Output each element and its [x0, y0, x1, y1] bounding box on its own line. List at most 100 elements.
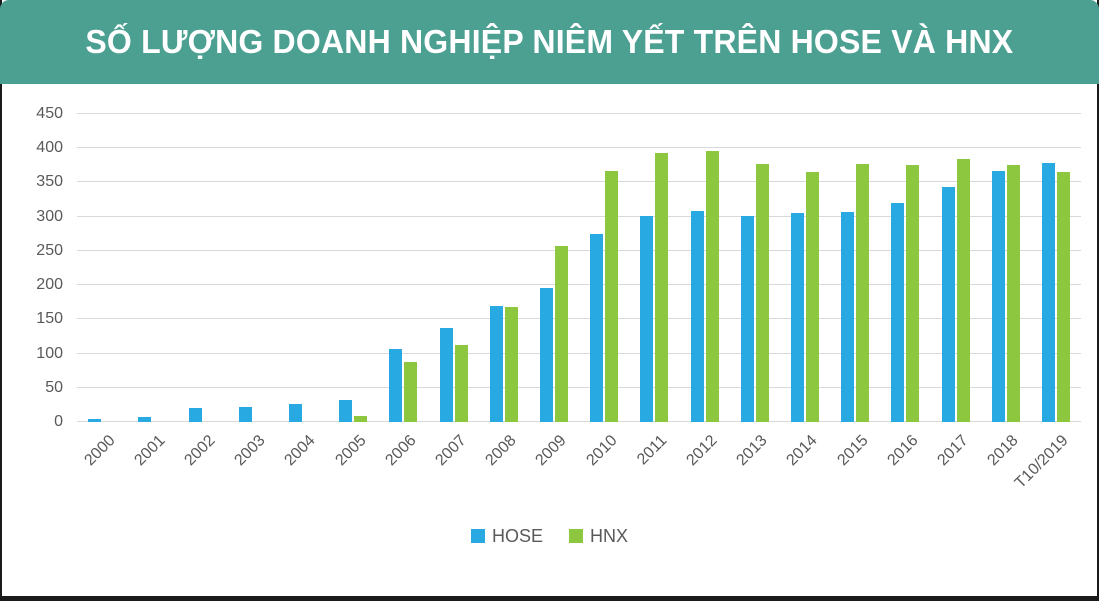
- y-tick-label-450: 450: [36, 105, 63, 122]
- y-tick-label-350: 350: [36, 173, 63, 191]
- hnx-bar-T10/2019: [1056, 171, 1070, 422]
- hnx-bar-2009: [554, 246, 568, 422]
- x-label-cell: 2012: [679, 422, 729, 526]
- y-tick-label-200: 200: [36, 276, 63, 294]
- hose-bar-2018: [991, 170, 1005, 422]
- hose-bar-2010: [590, 233, 604, 422]
- bar-group-2014: [780, 114, 830, 422]
- hnx-bar-2018: [1006, 164, 1020, 422]
- hose-bar-2011: [640, 215, 654, 422]
- x-label-cell: 2004: [278, 422, 328, 526]
- hnx-bar-2015: [856, 163, 870, 422]
- gridline-100: [77, 352, 1081, 354]
- bar-group-2004: [278, 114, 328, 422]
- x-tick-label-2010: 2010: [582, 432, 621, 470]
- hnx-bar-2012: [705, 150, 719, 422]
- x-label-cell: 2016: [880, 422, 930, 526]
- hnx-bar-2017: [956, 159, 970, 422]
- hnx-bar-2016: [906, 164, 920, 422]
- x-label-cell: 2014: [780, 422, 830, 526]
- hnx-bar-2013: [755, 163, 769, 422]
- chart-header: SỐ LƯỢNG DOANH NGHIỆP NIÊM YẾT TRÊN HOSE…: [0, 0, 1099, 84]
- hose-bar-2005: [339, 400, 353, 422]
- x-tick-label-2006: 2006: [382, 432, 420, 470]
- x-label-cell: 2010: [579, 422, 629, 526]
- gridline-150: [77, 318, 1081, 320]
- gridline-0: [77, 421, 1081, 422]
- chart-title: SỐ LƯỢNG DOANH NGHIỆP NIÊM YẾT TRÊN HOSE…: [85, 23, 1014, 60]
- bar-group-2007: [428, 114, 478, 422]
- hose-bar-2009: [539, 287, 553, 422]
- x-tick-label-2004: 2004: [281, 432, 319, 470]
- hnx-bar-2010: [605, 170, 619, 422]
- x-tick-label-2005: 2005: [331, 432, 370, 470]
- x-label-cell: 2005: [328, 422, 378, 526]
- gridline-200: [77, 284, 1081, 286]
- hnx-bar-2011: [655, 153, 669, 422]
- hnx-bar-2006: [404, 362, 418, 422]
- bar-group-2003: [228, 114, 278, 422]
- gridline-250: [77, 249, 1081, 251]
- hose-bar-2015: [841, 211, 855, 422]
- x-tick-label-2011: 2011: [634, 432, 671, 469]
- x-label-cell: 2001: [127, 422, 177, 526]
- legend-item-hose: HOSE: [470, 525, 543, 547]
- hose-bar-2017: [941, 186, 955, 422]
- hose-bar-2001: [138, 416, 152, 422]
- hose-legend-label: HOSE: [491, 525, 543, 546]
- hose-bar-2013: [740, 215, 754, 422]
- x-axis-labels: 2000 2001 2002 2003 2004 2005 2006 2007 2008 2009…: [77, 422, 1081, 526]
- x-tick-label-2000: 2000: [80, 432, 119, 470]
- hose-bar-2007: [439, 327, 453, 422]
- y-tick-label-250: 250: [36, 241, 63, 259]
- hose-bar-2004: [288, 404, 302, 422]
- chart-legend: HOSE HNX: [2, 526, 1097, 546]
- bar-group-2017: [930, 114, 980, 422]
- bar-group-2011: [629, 114, 679, 422]
- hose-legend-swatch: [470, 529, 485, 543]
- bar-group-2005: [328, 114, 378, 422]
- hnx-bar-2008: [504, 307, 518, 422]
- hose-bar-2008: [489, 305, 503, 422]
- x-tick-label-2018: 2018: [984, 432, 1022, 470]
- bar-groups: [77, 114, 1081, 422]
- hnx-legend-swatch: [569, 529, 583, 543]
- y-tick-label-300: 300: [36, 207, 63, 225]
- y-tick-label-150: 150: [36, 310, 63, 328]
- x-tick-label-2007: 2007: [432, 432, 470, 470]
- bar-group-2012: [679, 114, 729, 422]
- gridline-400: [77, 147, 1081, 149]
- bar-group-2016: [880, 114, 930, 422]
- gridline-450: [77, 113, 1081, 114]
- x-tick-label-2002: 2002: [181, 432, 219, 470]
- x-label-cell: 2003: [228, 422, 278, 526]
- bar-group-2006: [378, 114, 428, 422]
- x-tick-label-2017: 2017: [934, 432, 972, 470]
- x-label-cell: 2006: [378, 422, 428, 526]
- bar-group-2008: [479, 114, 529, 422]
- chart-area: 0 50 100 150 200 250 300 350 400 450 2000 2001 2002…: [2, 84, 1097, 596]
- bar-group-T10/2019: [1031, 114, 1081, 422]
- x-label-cell: 2009: [529, 422, 579, 526]
- hose-bar-T10/2019: [1041, 163, 1055, 422]
- x-tick-label-2001: 2001: [131, 432, 169, 470]
- gridline-300: [77, 215, 1081, 217]
- hose-bar-2014: [790, 213, 804, 422]
- x-label-cell: T10/2019: [1012, 422, 1081, 526]
- hose-bar-2003: [238, 406, 252, 422]
- hose-bar-2012: [690, 211, 704, 422]
- x-label-cell: 2011: [629, 422, 679, 526]
- x-label-cell: 2008: [479, 422, 529, 526]
- plot-area: 0 50 100 150 200 250 300 350 400 450: [36, 105, 1081, 430]
- x-tick-label-2012: 2012: [683, 432, 721, 470]
- hose-bar-2006: [389, 349, 403, 422]
- bar-group-2015: [830, 114, 880, 422]
- x-tick-label-2014: 2014: [783, 432, 821, 470]
- hnx-bar-2005: [354, 415, 368, 422]
- x-label-cell: 2017: [930, 422, 980, 526]
- bar-group-2001: [127, 114, 177, 422]
- x-tick-label-2003: 2003: [231, 432, 269, 470]
- x-tick-label-2015: 2015: [834, 432, 872, 470]
- hnx-legend-label: HNX: [590, 525, 629, 546]
